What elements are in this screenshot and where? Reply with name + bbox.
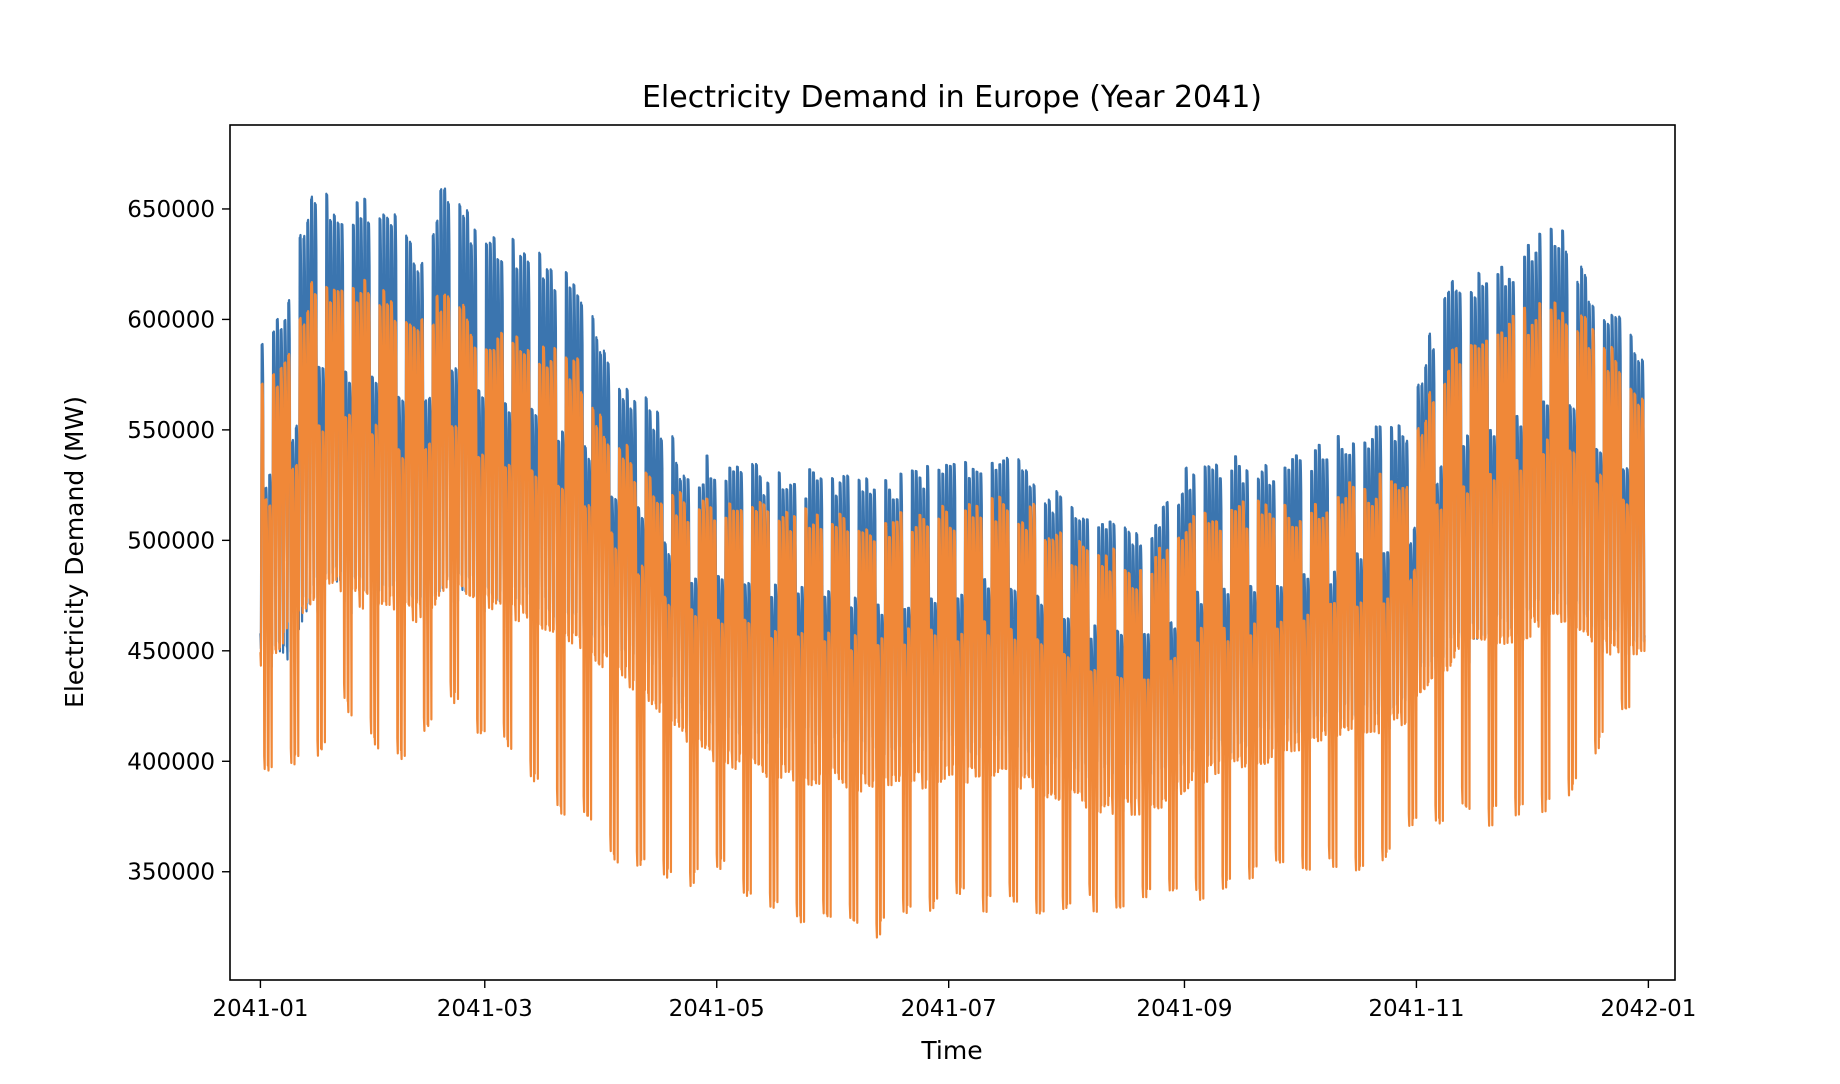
y-tick-label: 450000	[127, 639, 215, 665]
series-layer	[259, 187, 1646, 939]
series-line-2	[259, 278, 1646, 939]
x-axis: 2041-01 2041-03 2041-05 2041-07 2041-09 2041-…	[212, 980, 1696, 1022]
chart-title: Electricity Demand in Europe (Year 2041)	[642, 80, 1262, 115]
x-tick-label: 2041-07	[901, 996, 997, 1022]
y-tick-label: 400000	[127, 749, 215, 775]
x-tick-label: 2041-09	[1136, 996, 1232, 1022]
x-tick-label: 2041-05	[669, 996, 765, 1022]
x-axis-title: Time	[920, 1036, 982, 1065]
y-axis: 350000 400000 450000 500000 550000 600000 6500…	[127, 197, 230, 886]
x-tick-label: 2042-01	[1600, 996, 1696, 1022]
x-tick-label: 2041-01	[212, 996, 308, 1022]
y-tick-label: 650000	[127, 197, 215, 223]
y-tick-label: 350000	[127, 860, 215, 886]
x-tick-label: 2041-03	[437, 996, 533, 1022]
y-tick-label: 550000	[127, 418, 215, 444]
y-axis-title: Electricity Demand (MW)	[60, 396, 89, 708]
plot-frame	[229, 124, 1676, 981]
x-tick-label: 2041-11	[1368, 996, 1464, 1022]
y-tick-label: 600000	[127, 307, 215, 333]
y-tick-label: 500000	[127, 528, 215, 554]
